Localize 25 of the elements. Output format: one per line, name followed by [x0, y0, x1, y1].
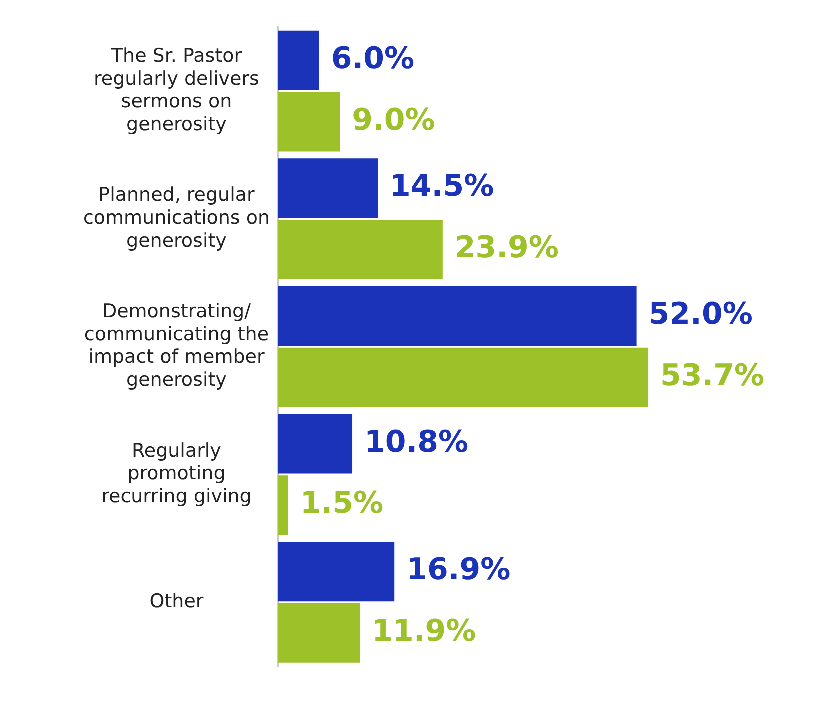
data-label: 1.5% [300, 486, 384, 522]
data-label: 9.0% [352, 102, 436, 138]
bar [278, 603, 360, 663]
data-label: 10.8% [364, 424, 469, 460]
bar [278, 30, 320, 90]
y-tick-label: Planned, regular communications on generosity [83, 184, 270, 252]
bar [278, 220, 443, 280]
data-label: 6.0% [331, 41, 415, 76]
y-tick-label: Demonstrating/ communicating the impact of member generosity [84, 300, 270, 392]
data-label: 53.7% [660, 358, 765, 394]
data-label: 11.9% [372, 614, 476, 649]
bar [278, 542, 395, 602]
data-label: 14.5% [390, 169, 494, 204]
bar [278, 286, 637, 346]
data-label: 52.0% [648, 297, 753, 332]
bar [278, 348, 649, 408]
y-tick-label: Other [150, 590, 204, 612]
data-label: 23.9% [454, 230, 559, 266]
bar [278, 158, 378, 218]
data-label: 16.9% [406, 552, 511, 588]
y-tick-label: The Sr. Pastor regularly delivers sermons on generosity [94, 45, 260, 136]
y-tick-label: Regularly promoting recurring giving [102, 440, 252, 508]
bar [278, 414, 353, 474]
bar [278, 476, 288, 536]
bar [278, 92, 340, 152]
